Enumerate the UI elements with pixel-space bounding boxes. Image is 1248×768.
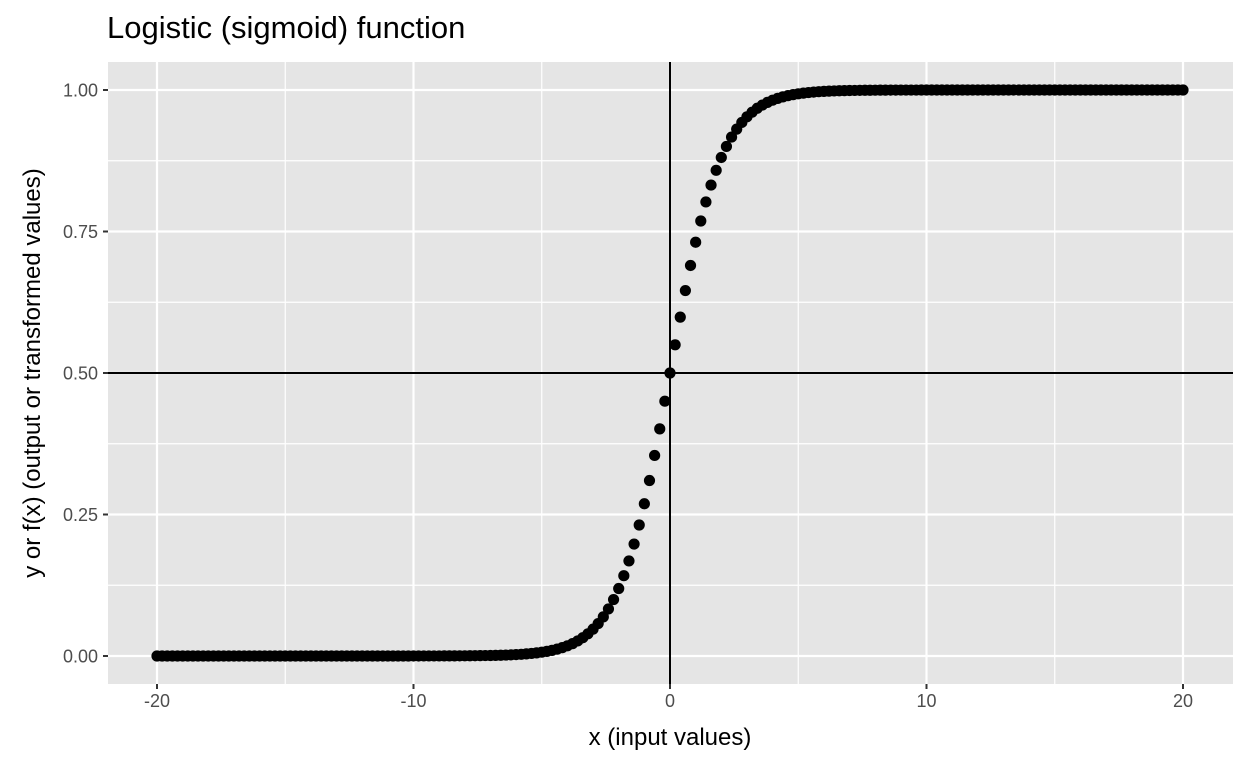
- data-point: [643, 474, 656, 487]
- data-point: [710, 164, 722, 176]
- data-point: [633, 519, 645, 531]
- y-tick-label: 0.25: [63, 505, 98, 525]
- data-point: [715, 151, 727, 164]
- data-point: [674, 311, 686, 323]
- x-tick-label: 20: [1173, 691, 1193, 711]
- data-point: [602, 603, 615, 615]
- x-axis: -20 -10 0 10 20: [144, 684, 1193, 711]
- y-tick-label: 1.00: [63, 81, 98, 101]
- y-axis: 0.00 0.25 0.50 0.75 1.00: [63, 81, 108, 667]
- data-point: [664, 367, 676, 379]
- data-point: [720, 140, 733, 153]
- y-tick-label: 0.75: [63, 222, 98, 242]
- data-point: [618, 570, 630, 582]
- x-tick-label: 0: [665, 691, 675, 711]
- data-point: [684, 259, 697, 272]
- data-point: [649, 449, 661, 462]
- data-point: [659, 395, 671, 407]
- data-point: [638, 498, 650, 510]
- data-point: [654, 423, 666, 435]
- x-tick-label: -10: [400, 691, 426, 711]
- x-tick-label: -20: [144, 691, 170, 711]
- data-point: [705, 179, 717, 191]
- chart-title: Logistic (sigmoid) function: [107, 10, 466, 45]
- data-point: [669, 339, 681, 351]
- data-point: [695, 215, 707, 227]
- data-points: [151, 84, 1189, 662]
- data-point: [1177, 84, 1189, 96]
- data-point: [613, 582, 625, 595]
- y-tick-label: 0.50: [63, 364, 98, 384]
- y-tick-label: 0.00: [63, 647, 98, 667]
- data-point: [725, 131, 738, 143]
- data-point: [700, 196, 712, 208]
- data-point: [623, 555, 635, 567]
- x-tick-label: 10: [916, 691, 936, 711]
- data-point: [690, 236, 702, 248]
- x-axis-label: x (input values): [588, 724, 752, 751]
- data-point: [597, 611, 609, 623]
- data-point: [628, 538, 640, 550]
- data-point: [607, 593, 620, 606]
- data-point: [679, 284, 691, 297]
